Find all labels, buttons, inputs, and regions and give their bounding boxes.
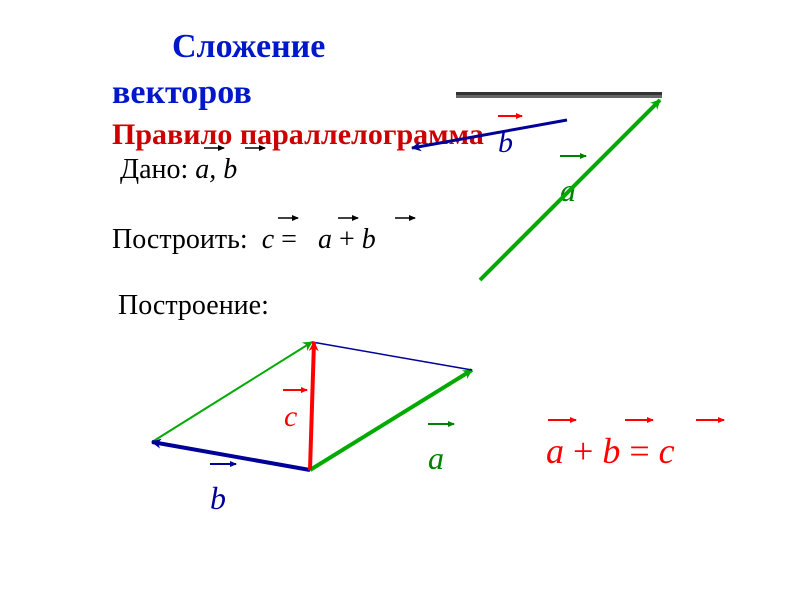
label-a-bot: a [428, 440, 444, 477]
label-a-top: a [560, 172, 576, 209]
eq-c: c [659, 431, 675, 471]
given-label: Дано: [120, 154, 188, 185]
build-plus: + [339, 224, 362, 255]
label-c-mid: c [284, 400, 297, 434]
build-label: Построить: [112, 224, 248, 255]
para-diagonal-c [310, 342, 314, 470]
eq-eq: = [629, 431, 649, 471]
build-b: b [362, 224, 376, 255]
given-row: Дано: a, b [120, 154, 237, 186]
eq-a: a [546, 431, 564, 471]
label-b-top: b [498, 126, 513, 160]
label-b-bot: b [210, 480, 226, 517]
para-side-b1 [152, 442, 310, 470]
title-line1: Сложение [172, 28, 325, 66]
decor-bar [456, 92, 662, 98]
para-side-a1 [310, 370, 472, 470]
build-a: a [318, 224, 332, 255]
build-c: c [262, 224, 274, 255]
build-eq: = [281, 224, 304, 255]
eq-plus: + [573, 431, 602, 471]
subtitle: Правило параллелограмма [112, 118, 484, 152]
given-vars: a, b [195, 154, 237, 185]
build-row: Построить: c = a + b [112, 224, 376, 256]
eq-b: b [602, 431, 620, 471]
equation: a + b = c [546, 430, 675, 472]
construction-label: Построение: [118, 290, 269, 322]
para-side-top [312, 342, 472, 370]
title-line2: векторов [112, 74, 252, 112]
